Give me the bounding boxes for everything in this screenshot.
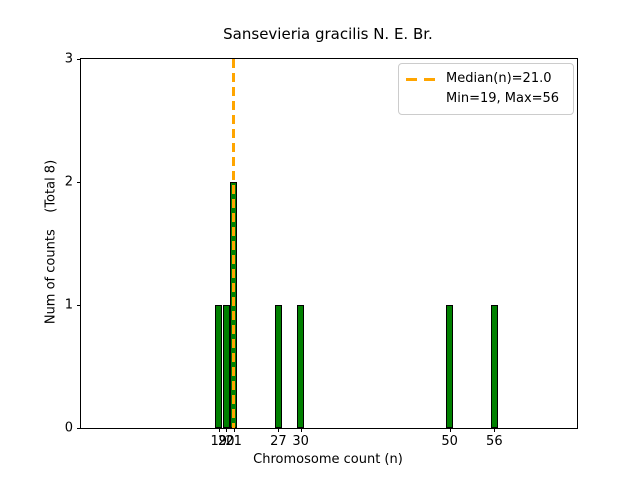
x-axis-label: Chromosome count (n) [253, 452, 403, 467]
bar-n56 [490, 305, 499, 428]
bar-n19 [215, 305, 223, 428]
x-tick-56 [494, 428, 496, 432]
x-tick-21 [233, 428, 235, 432]
x-tick-20 [226, 428, 228, 432]
x-tick-label-50: 50 [441, 434, 458, 449]
x-tick-label-21: 21 [225, 434, 242, 449]
legend-minmax-label: Min=19, Max=56 [446, 91, 560, 106]
y-axis-label: Num of counts (Total 8) [43, 159, 59, 325]
median-line [232, 59, 236, 428]
x-tick-50 [449, 428, 451, 432]
y-tick-label-3: 3 [64, 51, 73, 67]
x-tick-label-20: 20 [217, 434, 235, 449]
chart-title: Sansevieria gracilis N. E. Br. [223, 25, 433, 43]
y-tick-0 [77, 428, 81, 429]
legend: Median(n)=21.0 Min=19, Max=56 [398, 63, 574, 115]
y-tick-label-1: 1 [64, 297, 73, 313]
median-dash-icon [406, 77, 437, 81]
bar-n50 [445, 305, 454, 428]
x-tick-19 [218, 428, 220, 432]
bar-n30 [296, 305, 305, 428]
x-tick-27 [278, 428, 280, 432]
bar-n27 [274, 305, 283, 428]
x-tick-label-27: 27 [270, 434, 287, 449]
y-tick-label-2: 2 [64, 174, 73, 190]
x-tick-30 [300, 428, 302, 432]
y-tick-1 [77, 305, 81, 306]
x-tick-label-19: 19 [210, 434, 228, 449]
legend-row-median: Median(n)=21.0 [406, 69, 565, 89]
legend-row-minmax: Min=19, Max=56 [446, 89, 565, 109]
x-tick-label-30: 30 [292, 434, 309, 449]
y-tick-label-0: 0 [64, 420, 73, 436]
y-tick-3 [77, 59, 81, 60]
bar-n20 [222, 305, 230, 428]
plot-area: 19 20 21 27 30 50 56 0 1 2 3 [65, 52, 578, 449]
x-tick-label-56: 56 [486, 434, 503, 449]
legend-median-label: Median(n)=21.0 [446, 71, 552, 86]
y-tick-2 [77, 182, 81, 183]
